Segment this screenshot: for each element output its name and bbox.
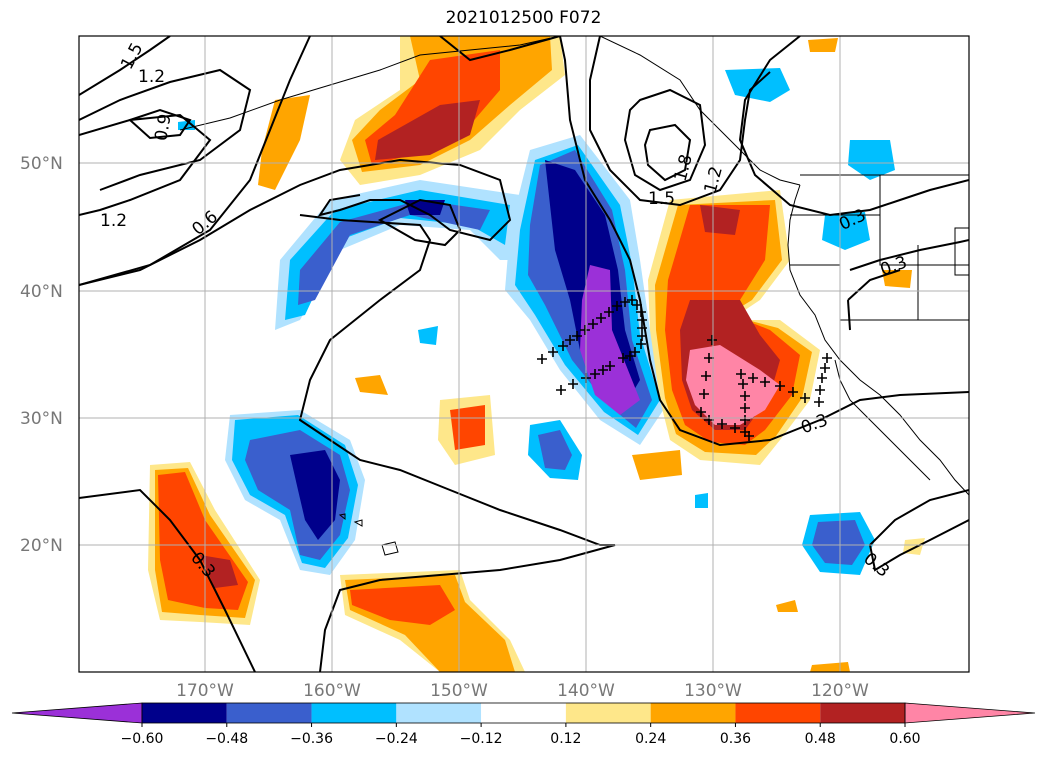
contour-line-0p3-east bbox=[847, 239, 969, 331]
contour-line-0p3-mexico bbox=[868, 489, 969, 572]
contour-layer bbox=[79, 36, 969, 672]
lon-label: 160°W bbox=[303, 681, 361, 701]
colorbar-frame bbox=[141, 702, 906, 724]
negative-anomaly-small-3 bbox=[695, 493, 708, 508]
map-frame bbox=[78, 35, 970, 673]
colorbar-segment bbox=[311, 703, 397, 723]
alaska-coastline bbox=[179, 36, 561, 131]
contour-line-low-sw bbox=[128, 108, 192, 140]
anomaly-fill-layer bbox=[148, 36, 925, 672]
colorbar-segment bbox=[142, 703, 227, 723]
coastline-layer bbox=[179, 36, 969, 556]
colorbar-segment bbox=[226, 703, 312, 723]
lon-label: 170°W bbox=[176, 681, 234, 701]
colorbar-segment bbox=[735, 703, 821, 723]
contour-labels: 1.5 1.2 0.9 1.2 0.6 1.8 1.5 1.2 0.3 0.3 … bbox=[100, 40, 910, 582]
contour-line-high-east bbox=[738, 36, 969, 217]
negative-anomaly-nevada bbox=[822, 212, 870, 250]
contour-label: 1.2 bbox=[138, 67, 165, 87]
colorbar-tick-label: −0.36 bbox=[290, 731, 333, 747]
lon-label: 130°W bbox=[684, 681, 742, 701]
positive-anomaly-coast-max bbox=[686, 345, 780, 425]
contour-line-west-high-2 bbox=[79, 68, 252, 191]
positive-anomaly-west-peak bbox=[200, 555, 238, 588]
negative-anomaly-central-peak bbox=[290, 450, 340, 540]
negative-anomaly-idaho bbox=[848, 140, 895, 180]
lon-label: 120°W bbox=[811, 681, 869, 701]
negative-anomaly-subtropical-core bbox=[538, 430, 572, 470]
contour-line-low-center-1 bbox=[589, 36, 771, 207]
contour-label: 0.9 bbox=[151, 112, 175, 142]
contour-line-low-center-3 bbox=[643, 123, 692, 182]
contour-line-west-high-3 bbox=[79, 113, 212, 216]
colorbar-extend-low bbox=[11, 702, 143, 724]
hawaii-islands bbox=[338, 513, 399, 556]
contour-line-0p6 bbox=[79, 158, 512, 286]
contour-line-south bbox=[79, 488, 256, 672]
map-title: 2021012500 F072 bbox=[445, 8, 602, 28]
contour-label: 0.6 bbox=[188, 207, 222, 240]
negative-anomaly-north-pacific-core bbox=[298, 200, 490, 305]
colorbar-tick-label: 0.60 bbox=[889, 731, 920, 747]
baja-coastline bbox=[834, 359, 931, 481]
colorbar-tick-label: −0.60 bbox=[121, 731, 164, 747]
contour-line-trough bbox=[439, 36, 969, 447]
lat-label: 50°N bbox=[20, 154, 63, 174]
contour-line-closed-mid bbox=[377, 198, 462, 247]
contour-label: 0.3 bbox=[798, 410, 830, 438]
colorbar-tick-label: 0.36 bbox=[720, 731, 751, 747]
negative-anomaly-bc bbox=[725, 68, 790, 102]
colorbar-extend-high bbox=[904, 702, 1036, 724]
graticule bbox=[79, 36, 969, 672]
negative-anomaly-mexico-core bbox=[812, 520, 865, 565]
contour-line-west-high bbox=[79, 36, 171, 96]
colorbar-segment bbox=[396, 703, 482, 723]
lon-label: 140°W bbox=[557, 681, 615, 701]
colorbar-segment bbox=[650, 703, 736, 723]
colorbar-tick-label: −0.12 bbox=[460, 731, 503, 747]
positive-anomaly-small-2 bbox=[808, 38, 838, 52]
positive-anomaly-30n-core bbox=[450, 405, 485, 450]
west-coast-coastline bbox=[787, 184, 969, 496]
contour-line-mid bbox=[298, 214, 616, 672]
colorbar: −0.60 −0.48 −0.36 −0.24 −0.12 0.12 0.24 0.36 0.4… bbox=[11, 702, 1036, 747]
lat-label: 20°N bbox=[20, 536, 63, 556]
positive-anomaly-aleutian bbox=[258, 95, 310, 190]
contour-label: 1.5 bbox=[648, 189, 675, 209]
latitude-labels: 50°N 40°N 30°N 20°N bbox=[20, 154, 63, 556]
colorbar-tick-label: 0.48 bbox=[805, 731, 836, 747]
colorbar-tick-label: −0.24 bbox=[375, 731, 418, 747]
longitude-labels: 170°W 160°W 150°W 140°W 130°W 120°W bbox=[176, 681, 869, 701]
lat-label: 40°N bbox=[20, 282, 63, 302]
negative-anomaly-small-1 bbox=[418, 326, 438, 345]
contour-label: 1.2 bbox=[100, 211, 127, 231]
colorbar-tick-label: 0.24 bbox=[635, 731, 666, 747]
significance-marker-group-coast bbox=[696, 335, 832, 441]
positive-anomaly-small-5 bbox=[776, 600, 798, 612]
colorbar-tick-label: 0.12 bbox=[550, 731, 581, 747]
positive-anomaly-small-1 bbox=[355, 375, 388, 395]
alaska-panhandle-coastline bbox=[599, 36, 801, 186]
colorbar-segment bbox=[820, 703, 905, 723]
contour-label: 1.2 bbox=[701, 164, 727, 195]
state-borders bbox=[790, 175, 969, 321]
positive-anomaly-alaska-peak bbox=[375, 100, 480, 160]
contour-label: 1.8 bbox=[671, 152, 697, 183]
contour-line-low-center-2 bbox=[623, 88, 707, 192]
positive-anomaly-baja bbox=[632, 450, 682, 480]
lon-label: 150°W bbox=[430, 681, 488, 701]
lat-label: 30°N bbox=[20, 409, 63, 429]
colorbar-tick-label: −0.48 bbox=[205, 731, 248, 747]
positive-anomaly-south-core bbox=[350, 585, 455, 625]
negative-anomaly-north-pacific-peak bbox=[405, 200, 445, 215]
positive-anomaly-small-4 bbox=[810, 662, 850, 672]
colorbar-segment bbox=[565, 703, 651, 723]
colorbar-segment bbox=[481, 703, 566, 723]
